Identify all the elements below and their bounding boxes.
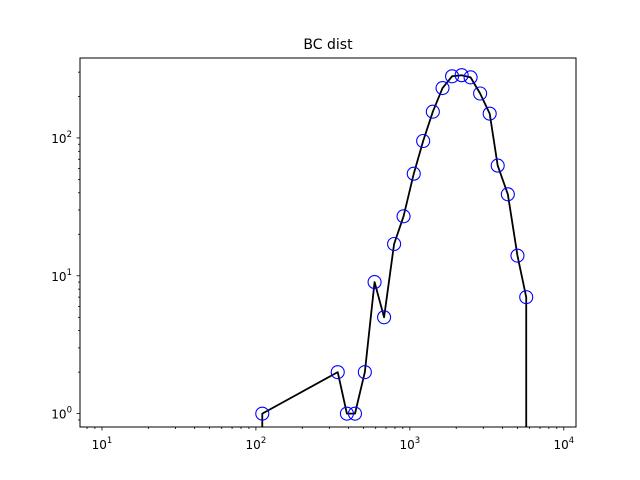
data-point [416,133,431,149]
data-point [463,70,478,85]
data-point [357,365,372,380]
series-layer [255,68,534,427]
x-tick-label: 101 [92,436,113,452]
x-tick-label: 102 [246,436,267,452]
data-point [425,104,440,119]
data-point [519,290,534,305]
data-point [435,81,450,96]
data-point [377,310,392,325]
y-tick-label: 101 [51,268,72,284]
x-tick-label: 104 [553,436,574,452]
data-point [367,275,382,290]
data-point [347,406,363,421]
chart-title: BC dist [303,37,353,53]
data-point [255,406,270,421]
data-point [387,236,402,252]
data-point [473,86,488,101]
data-point [330,365,345,380]
data-point [396,209,411,224]
y-tick-label: 102 [51,130,72,146]
data-point [454,68,469,83]
ticks-layer: 101 102 103 104 100 101 102 [51,71,574,452]
data-point [406,166,421,181]
data-point [482,106,497,121]
x-tick-label: 103 [400,436,421,452]
data-point [500,187,515,202]
data-point [445,69,460,84]
data-point [490,158,505,173]
data-point [339,406,354,421]
y-tick-label: 100 [51,406,72,422]
data-point [510,248,525,263]
plot-frame [79,57,577,428]
